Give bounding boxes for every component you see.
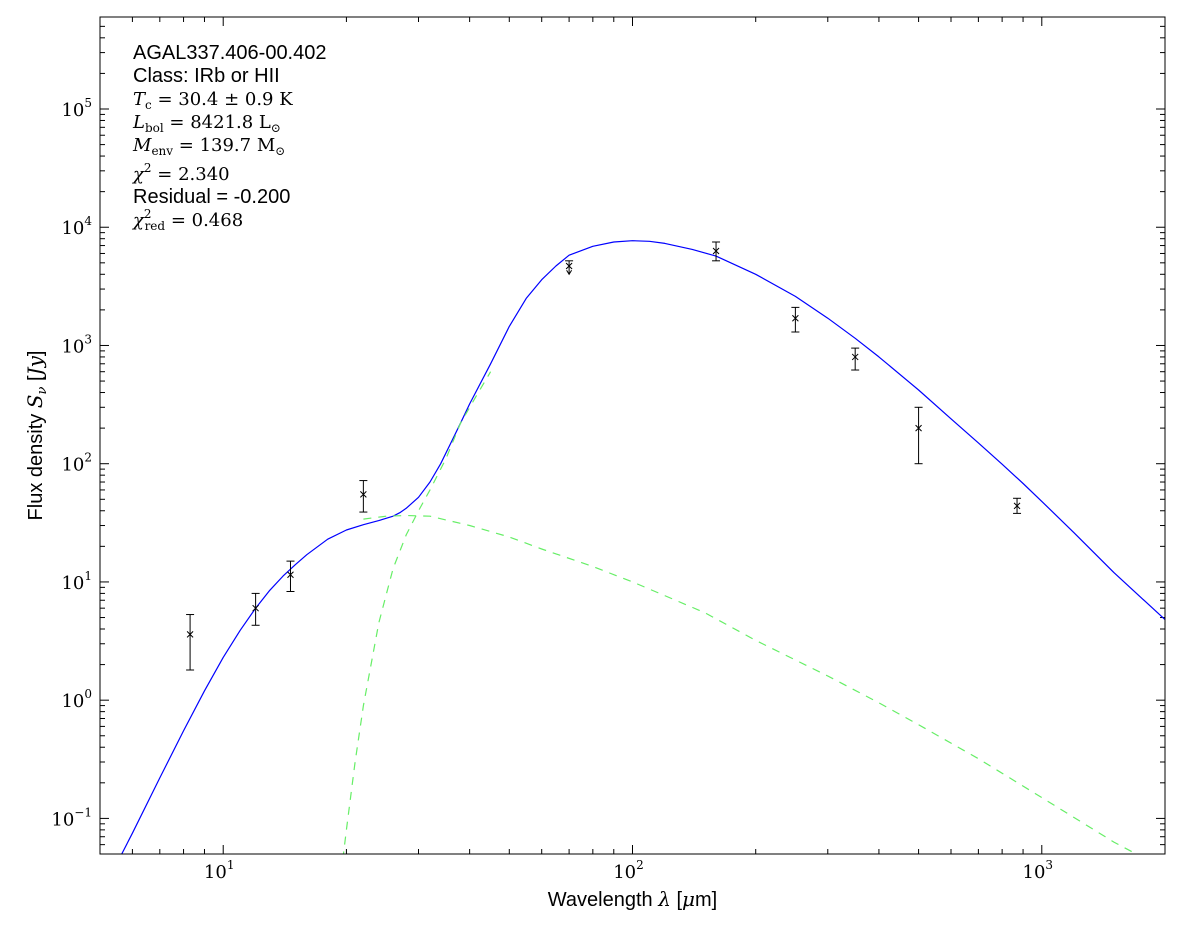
temperature-annotation: Tc = 30.4 ± 0.9 K bbox=[133, 89, 293, 112]
luminosity-value: = 8421.8 L bbox=[164, 112, 271, 133]
luminosity-sub: bol bbox=[145, 121, 164, 135]
source-name: AGAL337.406-00.402 bbox=[133, 42, 327, 64]
x-tick-label-exponent: 2 bbox=[636, 858, 644, 872]
data-point-marker bbox=[851, 353, 859, 361]
y-tick-label-exponent: 2 bbox=[84, 451, 92, 465]
y-tick-label-base: 10 bbox=[61, 336, 84, 357]
model-total-curve bbox=[121, 240, 1165, 854]
luminosity-var: L bbox=[132, 112, 145, 133]
data-point-marker bbox=[565, 262, 573, 270]
x-tick-label-base: 10 bbox=[613, 862, 636, 883]
envelope-mass-var: M bbox=[132, 135, 152, 156]
envelope-mass-value: = 139.7 M bbox=[173, 135, 275, 156]
model-curves bbox=[121, 240, 1165, 854]
chi2-reduced-sub: red bbox=[145, 219, 166, 233]
chi2-var: χ bbox=[131, 164, 145, 185]
data-point-marker bbox=[186, 631, 194, 638]
y-axis-label: Flux density Sν [Jy] bbox=[23, 351, 50, 521]
model-cold-component-curve bbox=[342, 371, 492, 854]
y-tick-label: 102 bbox=[61, 451, 92, 476]
luminosity-annotation: Lbol = 8421.8 L⊙ bbox=[132, 112, 281, 135]
data-point-marker bbox=[360, 491, 367, 498]
y-axis-label-unit-close: ] bbox=[25, 351, 47, 357]
source-class: Class: IRb or HII bbox=[133, 65, 280, 87]
plot-frame bbox=[99, 16, 1166, 855]
envelope-mass-annotation: Menv = 139.7 M⊙ bbox=[132, 135, 285, 158]
y-tick-label-exponent: 3 bbox=[84, 332, 92, 346]
x-tick-label-exponent: 3 bbox=[1045, 858, 1053, 872]
y-axis-label-prefix: Flux density bbox=[25, 408, 47, 520]
data-points bbox=[186, 241, 1022, 671]
y-tick-label-exponent: 1 bbox=[84, 569, 92, 583]
chi2-value: = 2.340 bbox=[152, 164, 230, 185]
x-axis-label-prefix: Wavelength bbox=[548, 889, 658, 911]
data-point-marker bbox=[792, 314, 799, 322]
x-tick-label-base: 10 bbox=[1023, 862, 1046, 883]
x-tick-label-exponent: 1 bbox=[227, 858, 235, 872]
y-tick-label-base: 10 bbox=[61, 455, 84, 476]
y-tick-label-base: 10 bbox=[61, 691, 84, 712]
y-tick-label: 103 bbox=[61, 332, 92, 357]
y-axis-label-unit: Jy bbox=[23, 355, 47, 379]
y-tick-label-exponent: −1 bbox=[74, 805, 92, 819]
x-tick-label: 101 bbox=[204, 858, 235, 883]
x-axis-label-unit-rest: m] bbox=[695, 889, 717, 911]
data-point-marker bbox=[915, 424, 922, 432]
data-point-marker bbox=[252, 604, 259, 612]
model-warm-component-curve bbox=[363, 514, 1138, 854]
y-tick-label-exponent: 5 bbox=[84, 96, 92, 110]
y-tick-label-base: 10 bbox=[61, 218, 84, 239]
chi2-annotation: χ2 = 2.340 bbox=[131, 161, 230, 185]
y-tick-label: 10−1 bbox=[51, 805, 92, 830]
data-point-marker bbox=[287, 571, 294, 579]
x-tick-label: 103 bbox=[1023, 858, 1054, 883]
chi2-reduced-var: χ bbox=[131, 210, 145, 231]
upper-limit-arrow bbox=[566, 270, 573, 276]
y-tick-label-base: 10 bbox=[61, 100, 84, 121]
x-tick-label: 102 bbox=[613, 858, 644, 883]
y-tick-label: 100 bbox=[61, 687, 92, 712]
x-axis-label-unit-mu: μ bbox=[682, 887, 695, 911]
temperature-value: = 30.4 ± 0.9 K bbox=[152, 89, 293, 110]
temperature-var: T bbox=[133, 89, 147, 110]
y-axis-label-unit-open: [ bbox=[25, 375, 47, 387]
x-axis-label-unit-open: [ bbox=[671, 889, 683, 911]
chi2-sup: 2 bbox=[144, 161, 152, 175]
data-point-marker bbox=[1013, 502, 1021, 510]
y-axis-label-sub: ν bbox=[35, 386, 50, 394]
temperature-sub: c bbox=[145, 98, 152, 112]
envelope-mass-sun-symbol: ⊙ bbox=[275, 144, 285, 158]
chi2-reduced-value: = 0.468 bbox=[165, 210, 243, 231]
x-tick-label-base: 10 bbox=[204, 862, 227, 883]
x-axis-label-symbol: λ bbox=[657, 887, 671, 911]
fit-annotation: AGAL337.406-00.402 Class: IRb or HII Tc … bbox=[131, 42, 327, 233]
data-point-marker bbox=[712, 247, 720, 255]
luminosity-sun-symbol: ⊙ bbox=[271, 121, 281, 135]
chi2-reduced-annotation: χ2 red = 0.468 bbox=[131, 207, 243, 233]
y-tick-label: 104 bbox=[61, 214, 92, 239]
chi2-reduced-sup: 2 bbox=[144, 207, 152, 221]
y-tick-label-base: 10 bbox=[51, 809, 74, 830]
envelope-mass-sub: env bbox=[151, 144, 173, 158]
y-tick-label: 105 bbox=[61, 96, 92, 121]
y-tick-label: 101 bbox=[61, 569, 92, 594]
y-tick-label-base: 10 bbox=[61, 573, 84, 594]
axis-ticks bbox=[99, 16, 1166, 855]
y-tick-label-exponent: 4 bbox=[84, 214, 92, 228]
y-tick-label-exponent: 0 bbox=[84, 687, 92, 701]
y-axis-label-symbol: S bbox=[23, 394, 47, 408]
x-axis-label: Wavelength λ [μm] bbox=[548, 887, 717, 911]
residual-annotation: Residual = -0.200 bbox=[133, 186, 290, 208]
